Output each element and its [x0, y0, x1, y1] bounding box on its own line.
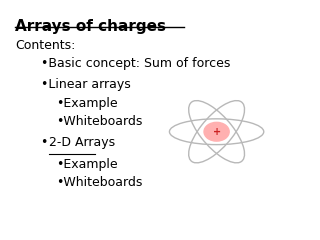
Circle shape: [204, 122, 229, 141]
Text: •Basic concept: Sum of forces: •Basic concept: Sum of forces: [41, 57, 230, 70]
Text: Arrays of charges: Arrays of charges: [15, 19, 166, 34]
Text: 2-D Arrays: 2-D Arrays: [49, 136, 116, 150]
Text: •Whiteboards: •Whiteboards: [56, 115, 143, 128]
Text: •Linear arrays: •Linear arrays: [41, 78, 130, 91]
Text: +: +: [212, 127, 221, 137]
Text: •Example: •Example: [56, 157, 118, 170]
Text: •Example: •Example: [56, 96, 118, 109]
Text: •Whiteboards: •Whiteboards: [56, 176, 143, 189]
Text: •: •: [41, 136, 48, 150]
Text: Contents:: Contents:: [15, 39, 76, 52]
